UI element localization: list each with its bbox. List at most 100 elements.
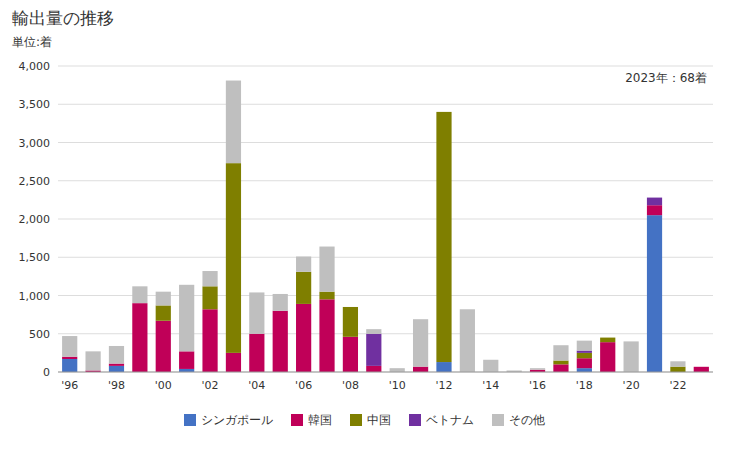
bar-segment <box>600 337 615 338</box>
series-bars <box>62 205 709 372</box>
bar-segment <box>647 197 662 198</box>
series-bars <box>62 215 662 372</box>
bar-segment <box>577 358 592 368</box>
bars <box>62 81 709 372</box>
bar-segment <box>319 299 334 372</box>
bar-segment <box>109 346 124 364</box>
x-tick-label: '10 <box>389 379 406 392</box>
bar-segment <box>460 309 475 372</box>
bar-segment <box>553 345 568 360</box>
bar-segment <box>436 362 451 372</box>
bar-segment <box>600 337 615 338</box>
bar-segment <box>296 304 311 372</box>
legend-item: その他 <box>492 413 545 427</box>
bar-segment <box>553 364 568 372</box>
bar-segment <box>577 351 592 353</box>
title: 輸出量の推移 <box>12 8 114 28</box>
y-tick-label: 4,000 <box>19 60 51 73</box>
y-tick-label: 2,500 <box>19 175 51 188</box>
legend-swatch <box>184 414 196 426</box>
bar-segment <box>694 366 709 367</box>
x-tick-label: '18 <box>576 379 593 392</box>
y-tick-label: 0 <box>43 366 50 379</box>
bar-segment <box>273 294 288 311</box>
grid-line <box>58 219 713 220</box>
x-axis: '96'98'00'02'04'06'08'10'12'14'16'18'20'… <box>61 379 686 392</box>
bar-segment <box>413 319 428 366</box>
grid-line <box>58 180 713 181</box>
grid <box>58 66 713 372</box>
bar-segment <box>600 342 615 372</box>
bar-segment <box>319 292 334 300</box>
legend-swatch <box>350 414 362 426</box>
legend-swatch <box>291 414 303 426</box>
legend-item: ベトナム <box>409 413 474 427</box>
bar-segment <box>694 366 709 367</box>
legend-swatch <box>492 414 504 426</box>
bar-segment <box>109 364 124 366</box>
legend-label: その他 <box>509 413 545 427</box>
bar-segment <box>249 334 264 372</box>
x-tick-label: '08 <box>342 379 359 392</box>
bar-segment <box>343 306 358 307</box>
bar-segment <box>343 337 358 372</box>
bar-segment <box>577 341 592 351</box>
bar-segment <box>226 353 241 372</box>
bar-segment <box>366 366 381 372</box>
bar-segment <box>319 247 334 292</box>
bar-segment <box>109 366 124 372</box>
bar-segment <box>647 198 662 206</box>
bar-segment <box>343 307 358 337</box>
bar-segment <box>436 111 451 112</box>
bar-segment <box>366 329 381 334</box>
bar-segment <box>85 351 100 370</box>
bar-segment <box>436 112 451 362</box>
bar-segment <box>132 286 147 303</box>
bar-segment <box>530 368 545 370</box>
bar-segment <box>156 305 171 320</box>
bar-segment <box>600 338 615 343</box>
bar-segment <box>62 359 77 372</box>
y-axis: 05001,0001,5002,0002,5003,0003,5004,000 <box>19 60 51 379</box>
grid-line <box>58 66 713 67</box>
bar-segment <box>62 336 77 357</box>
legend-label: 韓国 <box>308 413 332 427</box>
bar-segment <box>296 272 311 304</box>
x-tick-label: '04 <box>248 379 265 392</box>
legend-swatch <box>409 414 421 426</box>
bar-segment <box>694 367 709 372</box>
bar-segment <box>202 286 217 309</box>
x-tick-label: '98 <box>108 379 125 392</box>
bar-segment <box>483 360 498 372</box>
bar-segment <box>553 361 568 365</box>
legend-label: シンガポール <box>201 413 273 427</box>
x-tick-label: '20 <box>623 379 640 392</box>
series-bars <box>62 81 685 372</box>
x-tick-label: '96 <box>61 379 78 392</box>
x-tick-label: '22 <box>669 379 686 392</box>
bar-segment <box>179 351 194 369</box>
bar-segment <box>577 353 592 358</box>
bar-segment <box>670 361 685 366</box>
grid-line <box>58 104 713 105</box>
bar-segment <box>670 367 685 372</box>
x-tick-label: '14 <box>482 379 499 392</box>
bar-segment <box>647 205 662 215</box>
y-tick-label: 2,000 <box>19 213 51 226</box>
x-tick-label: '16 <box>529 379 546 392</box>
bar-segment <box>436 111 451 112</box>
bar-segment <box>156 321 171 372</box>
y-tick-label: 3,500 <box>19 98 51 111</box>
series-bars <box>366 198 662 366</box>
bar-segment <box>366 334 381 366</box>
bar-segment <box>249 292 264 333</box>
y-tick-label: 3,000 <box>19 137 51 150</box>
chart-svg: 輸出量の推移単位:着05001,0001,5002,0002,5003,0003… <box>0 0 729 450</box>
y-tick-label: 1,000 <box>19 290 51 303</box>
bar-segment <box>202 309 217 372</box>
legend: シンガポール韓国中国ベトナムその他 <box>184 413 545 427</box>
x-tick-label: '06 <box>295 379 312 392</box>
bar-segment <box>156 292 171 306</box>
bar-segment <box>390 368 405 372</box>
bar-segment <box>624 341 639 372</box>
